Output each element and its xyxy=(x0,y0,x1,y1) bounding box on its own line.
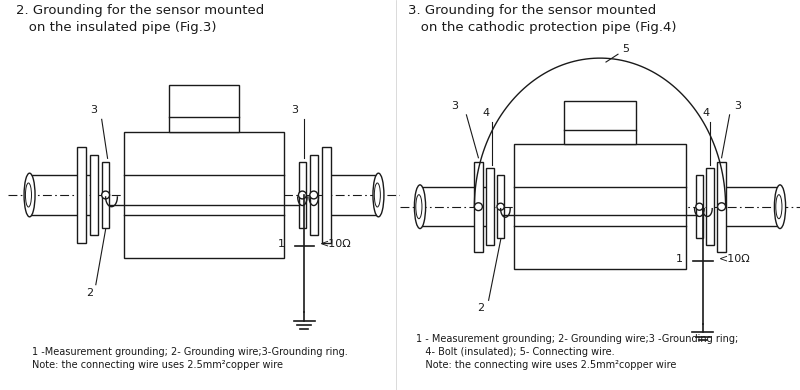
Text: 5: 5 xyxy=(622,44,630,54)
Bar xyxy=(102,162,109,228)
Bar xyxy=(169,85,239,132)
Circle shape xyxy=(718,203,726,211)
Bar xyxy=(514,144,686,269)
Bar xyxy=(696,176,702,238)
Circle shape xyxy=(474,203,482,211)
Circle shape xyxy=(497,203,504,210)
Text: <10Ω: <10Ω xyxy=(718,254,750,264)
Bar xyxy=(564,101,636,144)
Bar xyxy=(90,156,98,235)
Text: 2: 2 xyxy=(477,303,484,313)
Text: 3: 3 xyxy=(90,105,98,115)
Bar xyxy=(322,147,331,243)
Circle shape xyxy=(310,191,318,199)
Text: 2. Grounding for the sensor mounted
   on the insulated pipe (Fig.3): 2. Grounding for the sensor mounted on t… xyxy=(16,4,264,34)
Text: 4: 4 xyxy=(482,108,490,118)
Bar xyxy=(498,176,504,238)
Text: 2: 2 xyxy=(86,287,94,298)
Ellipse shape xyxy=(24,173,35,217)
Ellipse shape xyxy=(414,185,426,229)
Bar xyxy=(718,161,726,252)
Bar xyxy=(77,147,86,243)
Ellipse shape xyxy=(774,185,786,229)
Bar xyxy=(124,132,284,258)
Text: 4: 4 xyxy=(702,108,710,118)
Bar xyxy=(486,168,494,245)
Bar xyxy=(310,156,318,235)
Text: 3: 3 xyxy=(291,105,298,115)
Text: 1: 1 xyxy=(278,239,285,249)
Circle shape xyxy=(298,191,306,199)
Circle shape xyxy=(102,191,110,199)
Bar xyxy=(706,168,714,245)
Circle shape xyxy=(696,203,703,210)
Text: 3: 3 xyxy=(734,101,741,111)
Bar xyxy=(474,161,483,252)
Bar xyxy=(299,162,306,228)
Text: 3: 3 xyxy=(451,101,458,111)
Text: 1: 1 xyxy=(675,254,682,264)
Text: <10Ω: <10Ω xyxy=(320,239,352,249)
Ellipse shape xyxy=(373,173,384,217)
Text: 1 -Measurement grounding; 2- Grounding wire;3-Grounding ring.
Note: the connecti: 1 -Measurement grounding; 2- Grounding w… xyxy=(31,347,347,370)
Text: 3. Grounding for the sensor mounted
   on the cathodic protection pipe (Fig.4): 3. Grounding for the sensor mounted on t… xyxy=(408,4,677,34)
Text: 1 - Measurement grounding; 2- Grounding wire;3 -Grounding ring;
   4- Bolt (insu: 1 - Measurement grounding; 2- Grounding … xyxy=(416,334,738,370)
